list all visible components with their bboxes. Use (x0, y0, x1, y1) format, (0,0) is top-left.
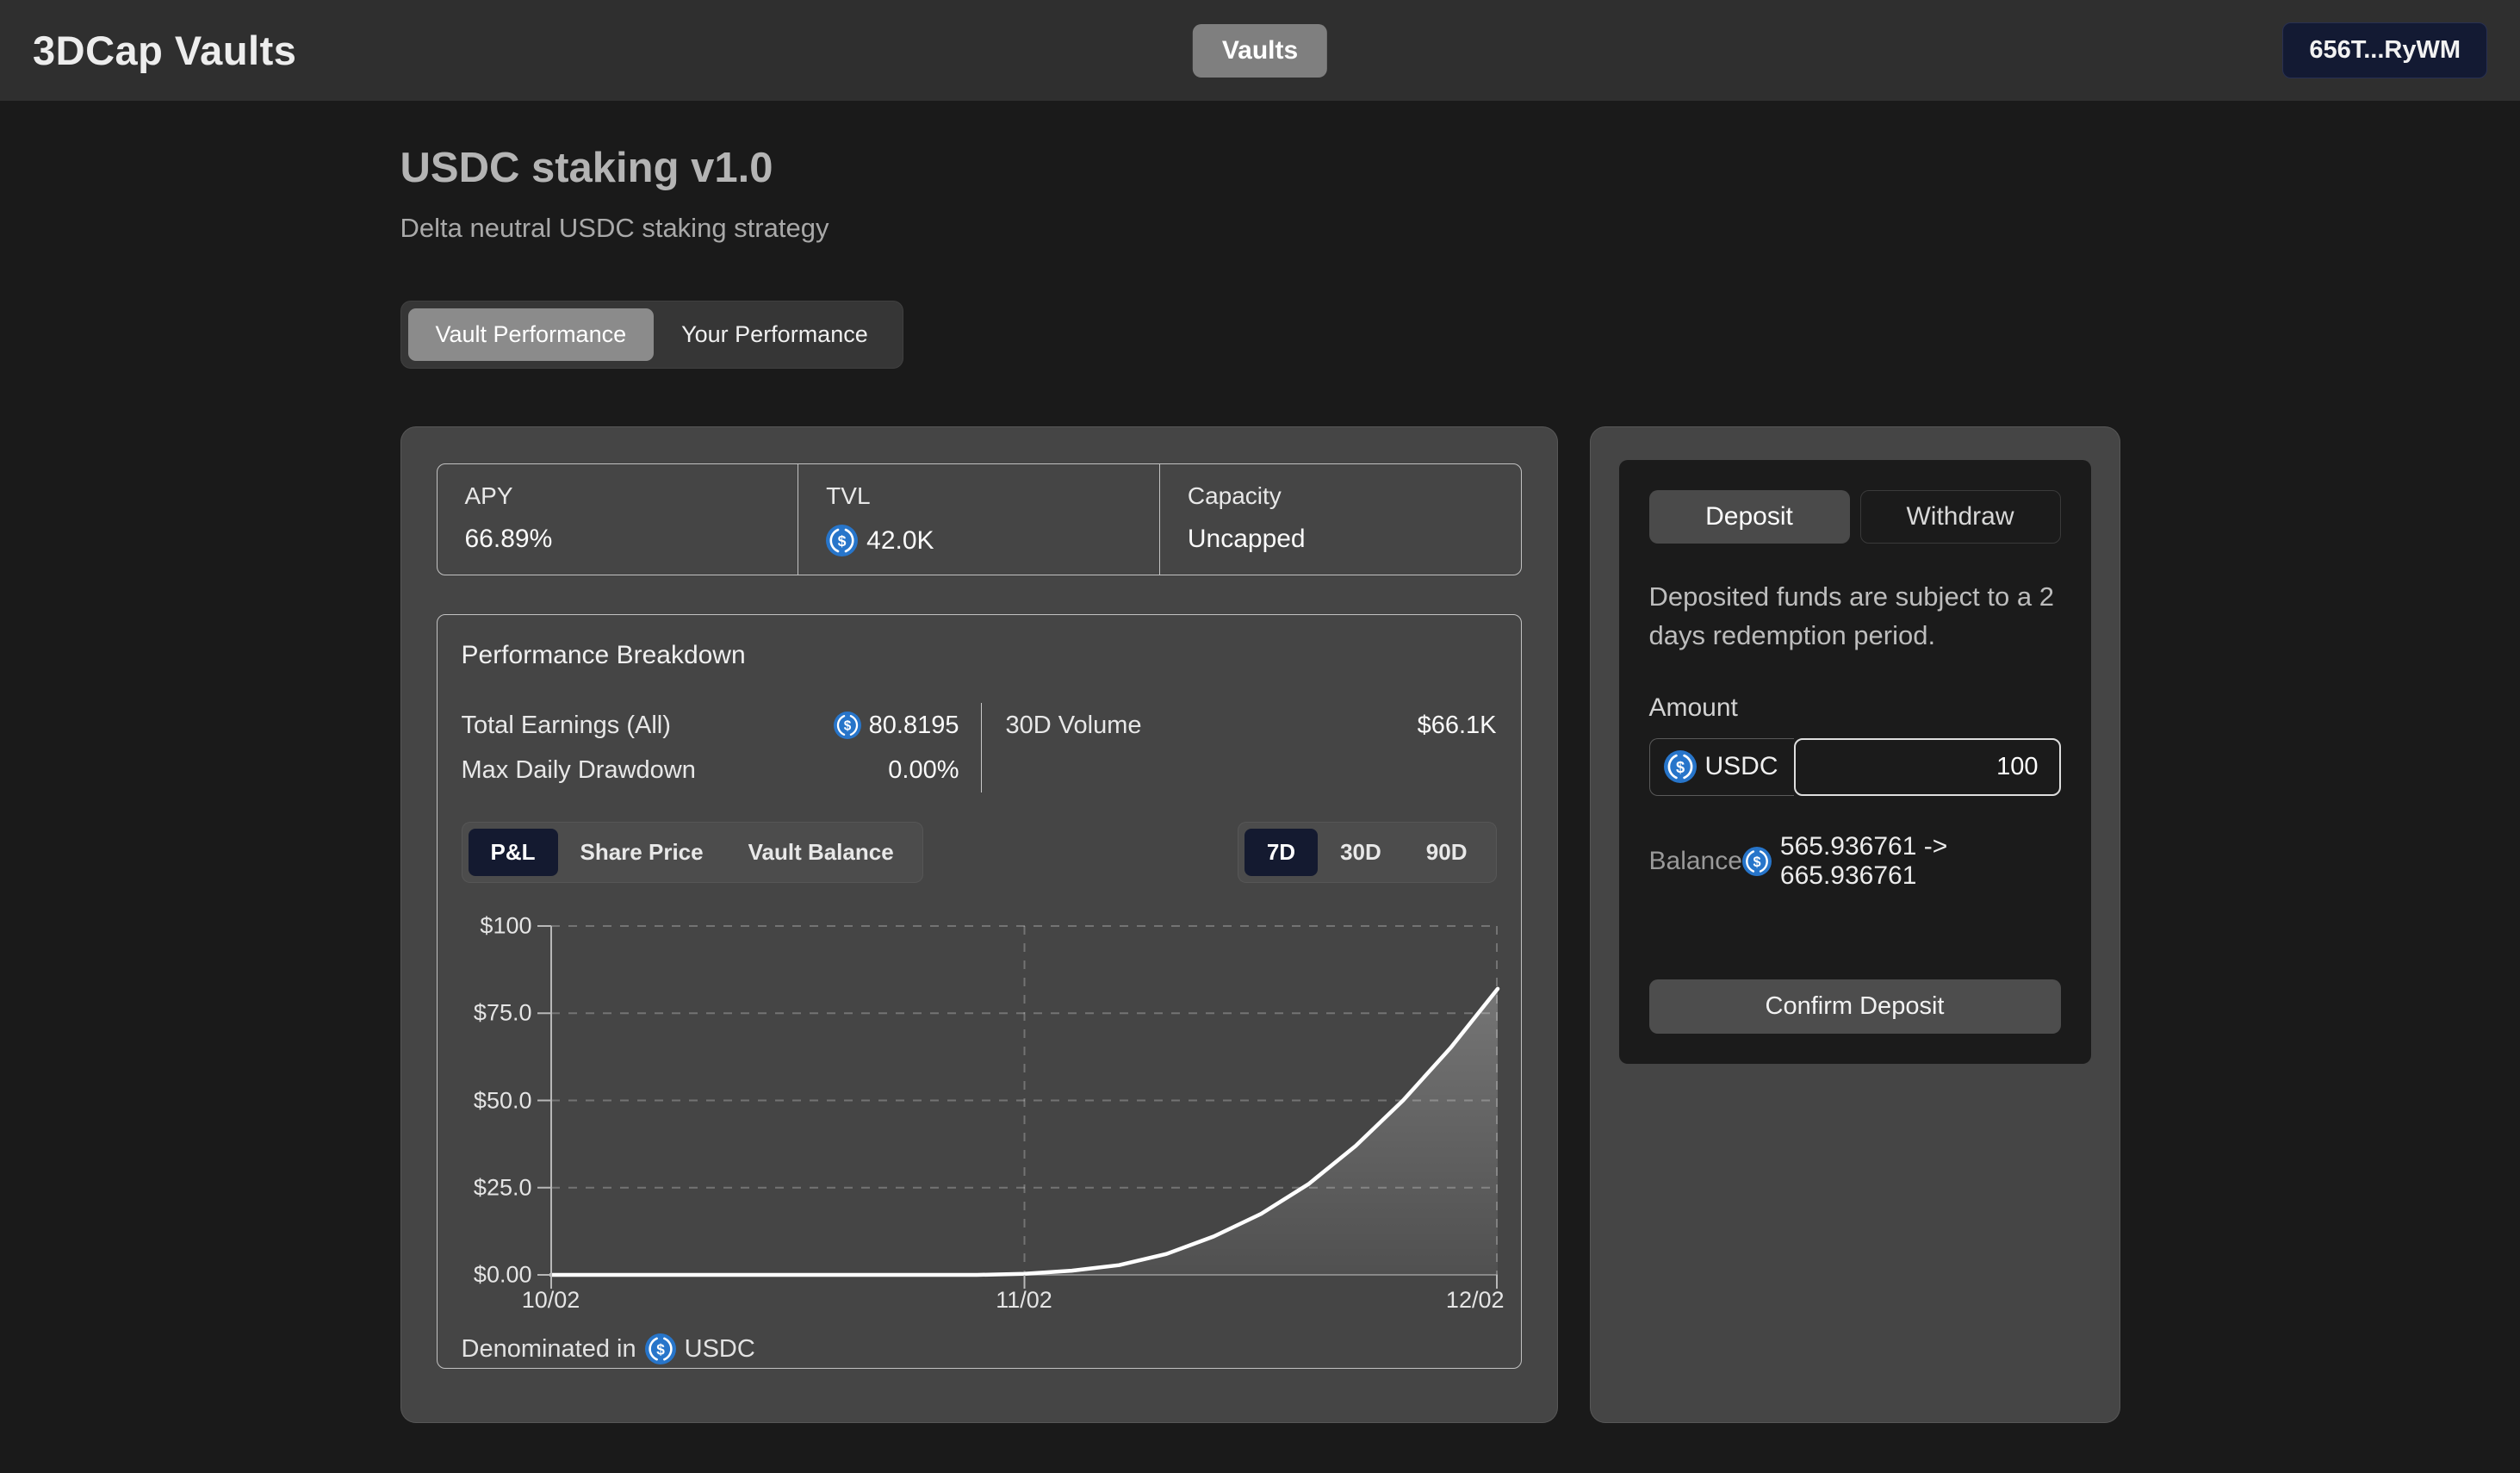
currency-selector: $ USDC (1648, 737, 1794, 796)
stat-capacity-label: Capacity (1187, 482, 1282, 509)
toggle-pnl[interactable]: P&L (468, 829, 558, 876)
stat-tvl-value: $ 42.0K (826, 525, 1132, 556)
x-axis-tick-label: 10/02 (521, 1287, 580, 1313)
redemption-notice: Deposited funds are subject to a 2 days … (1648, 581, 2054, 650)
deposit-withdraw-tabs: Deposit Withdraw (1648, 490, 2061, 544)
page-subtitle: Delta neutral USDC staking strategy (400, 213, 829, 243)
max-drawdown-row: Max Daily Drawdown 0.00% (462, 748, 959, 792)
total-earnings-row: Total Earnings (All) $ 80.8195 (462, 703, 959, 748)
x-axis-tick-label: 12/02 (1445, 1287, 1505, 1313)
balance-row: Balance $ 565.936761 -> 665.936761 (1649, 832, 2061, 891)
deposit-withdraw-panel: Deposit Withdraw Deposited funds are sub… (1589, 426, 2120, 1423)
usdc-icon: $ (833, 712, 861, 739)
chart-toggles: P&L Share Price Vault Balance 7D 30D 90D (461, 822, 1497, 883)
stat-tvl-label: TVL (826, 482, 871, 509)
tab-your-performance[interactable]: Your Performance (654, 308, 896, 361)
stat-tvl-amount: 42.0K (866, 525, 934, 555)
volume-value: $66.1K (1417, 711, 1497, 739)
total-earnings-label: Total Earnings (All) (461, 711, 671, 739)
balance-label: Balance (1648, 846, 1742, 875)
chart-plot (537, 925, 1499, 1289)
vault-stats-box: APY 66.89% TVL $ 42.0K Capacity Uncapped (436, 463, 1522, 575)
y-axis-tick-label: $75.0 (473, 999, 532, 1026)
svg-text:$: $ (843, 719, 851, 734)
stat-apy-value: 66.89% (464, 525, 553, 553)
denominated-prefix: Denominated in (461, 1334, 636, 1363)
currency-label: USDC (1704, 752, 1778, 781)
volume-label: 30D Volume (1005, 711, 1142, 739)
tab-withdraw[interactable]: Withdraw (1859, 490, 2061, 544)
tab-deposit[interactable]: Deposit (1648, 490, 1850, 544)
vaults-nav-button[interactable]: Vaults (1192, 23, 1328, 78)
amount-input[interactable] (1793, 737, 2061, 796)
stat-capacity: Capacity Uncapped (1158, 464, 1521, 575)
toggle-share-price[interactable]: Share Price (558, 829, 726, 876)
usdc-icon: $ (826, 525, 859, 556)
page-title: USDC staking v1.0 (400, 145, 773, 191)
breakdown-title: Performance Breakdown (461, 641, 746, 669)
y-axis-tick-label: $50.0 (473, 1087, 532, 1113)
x-axis-tick-label: 11/02 (996, 1287, 1052, 1313)
confirm-deposit-button[interactable]: Confirm Deposit (1648, 979, 2061, 1034)
stat-capacity-value: Uncapped (1187, 525, 1306, 553)
app-logo: 3DCap Vaults (33, 28, 297, 73)
wallet-address-button[interactable]: 656T...RyWM (2282, 22, 2487, 78)
svg-text:$: $ (838, 532, 847, 550)
max-drawdown-label: Max Daily Drawdown (461, 755, 696, 784)
vault-performance-card: APY 66.89% TVL $ 42.0K Capacity Uncapped… (400, 426, 1558, 1423)
toggle-range-90d[interactable]: 90D (1404, 829, 1490, 876)
top-bar: 3DCap Vaults Vaults 656T...RyWM (0, 0, 2520, 101)
performance-tab-group: Vault Performance Your Performance (400, 301, 903, 369)
svg-text:$: $ (656, 1340, 665, 1358)
y-axis-tick-label: $0.00 (473, 1261, 532, 1288)
amount-label: Amount (1648, 693, 1738, 722)
usdc-icon: $ (1741, 846, 1772, 876)
denominated-note: Denominated in $ USDC (462, 1333, 1497, 1364)
performance-breakdown-box: Performance Breakdown Total Earnings (Al… (436, 614, 1522, 1369)
range-toggle-group: 7D 30D 90D (1237, 822, 1497, 883)
max-drawdown-value: 0.00% (888, 755, 959, 784)
stat-apy-label: APY (464, 482, 513, 509)
metric-toggle-group: P&L Share Price Vault Balance (461, 822, 923, 883)
y-axis-tick-label: $100 (480, 912, 532, 939)
svg-text:$: $ (1675, 759, 1684, 776)
denominated-currency: USDC (684, 1334, 755, 1363)
pnl-area-chart: $100 $75.0 $50.0 $25.0 $0.00 10/02 11/02 12/02 (474, 913, 1505, 1314)
stat-apy: APY 66.89% (438, 464, 798, 575)
toggle-range-30d[interactable]: 30D (1318, 829, 1404, 876)
total-earnings-value: 80.8195 (868, 711, 959, 739)
usdc-icon: $ (1663, 750, 1697, 784)
svg-text:$: $ (1753, 855, 1760, 870)
volume-row: 30D Volume $66.1K (1006, 703, 1497, 748)
amount-row: $ USDC (1648, 737, 2061, 796)
main-content: USDC staking v1.0 Delta neutral USDC sta… (400, 144, 2120, 1423)
tab-vault-performance[interactable]: Vault Performance (407, 308, 655, 361)
toggle-vault-balance[interactable]: Vault Balance (726, 829, 916, 876)
deposit-card: Deposit Withdraw Deposited funds are sub… (1618, 460, 2091, 1064)
balance-value: 565.936761 -> 665.936761 (1779, 831, 1948, 890)
breakdown-grid: Total Earnings (All) $ 80.8195 Max Daily… (462, 703, 1497, 792)
y-axis-tick-label: $25.0 (473, 1174, 532, 1201)
toggle-range-7d[interactable]: 7D (1244, 829, 1319, 876)
usdc-icon: $ (644, 1333, 676, 1364)
stat-tvl: TVL $ 42.0K (798, 464, 1159, 575)
